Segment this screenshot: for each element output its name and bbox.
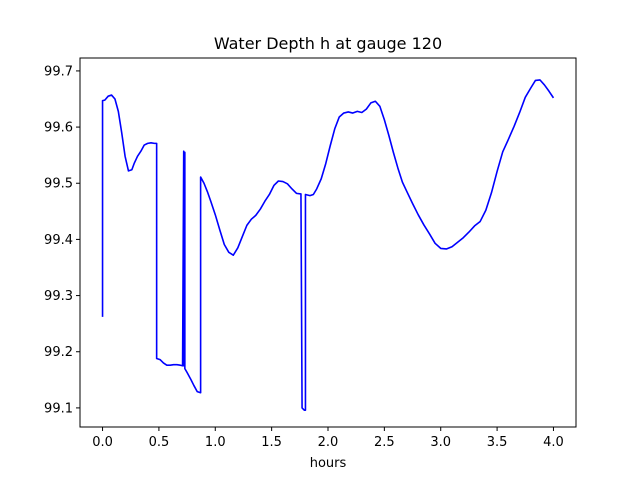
x-tick-label: 3.0 bbox=[430, 435, 451, 450]
y-tick-label: 99.4 bbox=[44, 233, 73, 248]
x-tick-label: 1.5 bbox=[261, 435, 282, 450]
x-tick-label: 0.0 bbox=[92, 435, 113, 450]
x-axis-label: hours bbox=[310, 456, 347, 471]
y-tick-label: 99.7 bbox=[44, 64, 73, 79]
plot-layer bbox=[101, 79, 555, 411]
y-tick-label: 99.2 bbox=[44, 345, 73, 360]
chart-title: Water Depth h at gauge 120 bbox=[214, 34, 442, 53]
x-tick-label: 3.5 bbox=[487, 435, 508, 450]
y-axis-ticks: 99.1 99.2 99.3 99.4 99.5 99.6 99.7 bbox=[44, 64, 80, 416]
series-line bbox=[101, 79, 555, 411]
x-tick-label: 2.0 bbox=[318, 435, 339, 450]
x-tick-label: 2.5 bbox=[374, 435, 395, 450]
x-tick-label: 4.0 bbox=[543, 435, 564, 450]
y-tick-label: 99.5 bbox=[44, 177, 73, 192]
y-tick-label: 99.6 bbox=[44, 121, 73, 136]
x-axis-ticks: 0.0 0.5 1.0 1.5 2.0 2.5 3.0 3.5 4.0 bbox=[92, 427, 564, 450]
axes-frame bbox=[79, 57, 577, 428]
y-tick-label: 99.3 bbox=[44, 289, 73, 304]
x-tick-label: 1.0 bbox=[205, 435, 226, 450]
y-tick-label: 99.1 bbox=[44, 401, 73, 416]
x-tick-label: 0.5 bbox=[149, 435, 170, 450]
